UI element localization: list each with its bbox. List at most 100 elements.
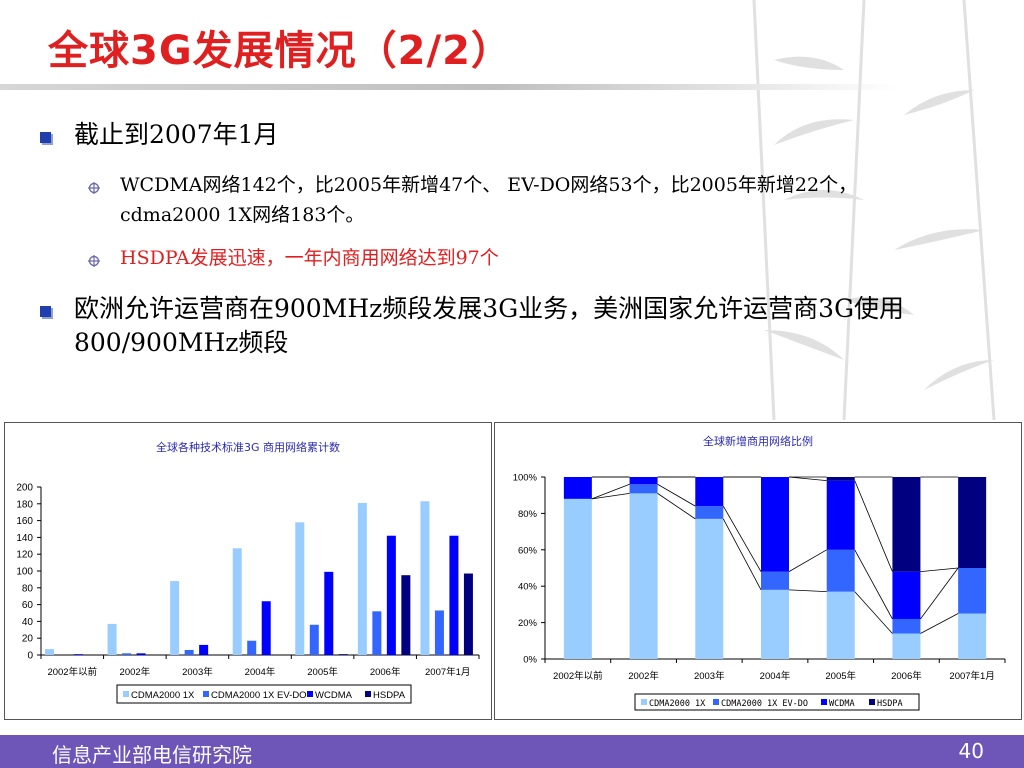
- bar: [420, 501, 430, 655]
- bar: [170, 581, 180, 655]
- stack-segment: [563, 498, 592, 659]
- series-line: [788, 549, 827, 572]
- stack-segment: [892, 477, 921, 572]
- bullet-hsdpa: HSDPA发展迅速，一年内商用网络达到97个: [120, 247, 499, 269]
- legend-swatch: [307, 691, 313, 697]
- series-line: [657, 493, 696, 520]
- legend-label: WCDMA: [829, 699, 855, 709]
- legend-label: CDMA2000 1X: [649, 699, 706, 709]
- y-tick-label: 180: [16, 499, 33, 510]
- x-tick-label: 2004年: [760, 670, 791, 682]
- x-tick-label: 2007年1月: [425, 666, 470, 678]
- legend-label: CDMA2000 1X: [131, 690, 195, 701]
- bar: [107, 623, 117, 655]
- stack-segment: [826, 591, 855, 659]
- stack-segment: [958, 568, 987, 614]
- y-tick-label: 100%: [513, 473, 538, 484]
- bamboo-decoration: [752, 0, 996, 420]
- legend-label: WCDMA: [315, 690, 353, 701]
- legend-label: CDMA2000 1X EV-DO: [721, 699, 808, 709]
- chart-cumulative-networks: 全球各种技术标准3G 商用网络累计数 0 20 40 60 80 100 120 140 160 1…: [4, 422, 492, 720]
- stack-segment: [695, 506, 724, 519]
- legend-swatch: [641, 699, 647, 705]
- y-tick-label: 60%: [518, 545, 538, 556]
- bar: [184, 649, 194, 655]
- y-tick-label: 80: [22, 583, 34, 594]
- stack-segment: [826, 480, 855, 550]
- x-tick-label: 2002年: [120, 666, 151, 678]
- legend-box: [634, 693, 920, 711]
- x-tick-label: 2006年: [370, 666, 401, 678]
- title-underline: [0, 84, 900, 90]
- legend-label: HSDPA: [877, 699, 903, 709]
- bullet-spectrum: 欧洲允许运营商在900MHz频段发展3G业务，美洲国家允许运营商3G使用800/…: [74, 294, 905, 357]
- stack-segment: [629, 493, 658, 659]
- chart-share-svg: 全球新增商用网络比例 0% 20% 40% 60% 80% 100% 2002年以前 2002年…: [513, 434, 1006, 711]
- series-line: [591, 483, 630, 500]
- stack-segment: [826, 477, 855, 481]
- stack-segment: [563, 477, 592, 499]
- stack-segment: [958, 477, 987, 568]
- x-tick-label: 2002年以前: [553, 670, 603, 682]
- y-tick-label: 40: [22, 617, 34, 628]
- stack-segment: [629, 477, 658, 485]
- x-tick-label: 2005年: [307, 666, 338, 678]
- y-tick-label: 140: [16, 533, 33, 544]
- y-tick-label: 0: [27, 651, 33, 662]
- slide-title: 全球3G发展情况（2/2）: [48, 28, 512, 74]
- y-tick-label: 40%: [518, 582, 538, 593]
- bar: [309, 624, 319, 655]
- bar: [434, 610, 444, 655]
- series-line: [920, 567, 959, 573]
- bar: [232, 548, 242, 655]
- stack-segment: [892, 633, 921, 659]
- legend-swatch: [713, 699, 719, 705]
- y-tick-label: 0%: [523, 655, 537, 666]
- y-tick-label: 160: [16, 516, 33, 527]
- legend-box: [116, 684, 412, 704]
- stack-segment: [695, 477, 724, 507]
- x-tick-label: 2002年以前: [47, 666, 97, 678]
- bar: [122, 653, 132, 655]
- footer-organization: 信息产业部电信研究院: [52, 743, 252, 767]
- stack-segment: [826, 549, 855, 592]
- page-number: 40: [958, 739, 984, 763]
- series-line: [920, 613, 959, 634]
- series-line: [722, 518, 762, 591]
- bar: [401, 575, 411, 655]
- y-tick-label: 20%: [518, 618, 538, 629]
- legend-swatch: [869, 699, 875, 705]
- stack-segment: [958, 613, 987, 659]
- series-line: [854, 480, 893, 572]
- x-tick-label: 2003年: [182, 666, 213, 678]
- bar: [295, 522, 305, 655]
- series-line: [657, 483, 696, 507]
- bar: [463, 573, 473, 655]
- series-line: [722, 505, 762, 572]
- chart-cumulative-svg: 全球各种技术标准3G 商用网络累计数 0 20 40 60 80 100 120 140 160 1…: [16, 440, 480, 704]
- bullet-date: 截止到2007年1月: [74, 120, 279, 149]
- bar: [199, 644, 209, 655]
- bullet-network-counts: WCDMA网络142个，比2005年新增47个、 EV-DO网络53个，比200…: [120, 174, 858, 226]
- y-tick-label: 100: [16, 567, 33, 578]
- legend-label: HSDPA: [373, 690, 406, 701]
- stack-segment: [761, 589, 789, 659]
- chart-new-network-share: 全球新增商用网络比例 0% 20% 40% 60% 80% 100% 2002年以前 2002年…: [494, 422, 1022, 720]
- y-tick-label: 120: [16, 550, 33, 561]
- x-tick-label: 2004年: [245, 666, 276, 678]
- bar: [386, 535, 396, 655]
- legend-swatch: [203, 691, 209, 697]
- chart-title: 全球新增商用网络比例: [703, 434, 813, 448]
- x-tick-label: 2002年: [628, 670, 659, 682]
- y-tick-label: 80%: [518, 509, 538, 520]
- stack-segment: [695, 518, 724, 659]
- x-tick-label: 2005年: [825, 670, 856, 682]
- crosshair-bullet-icon: [88, 182, 100, 194]
- stack-segment: [629, 484, 658, 494]
- legend-swatch: [123, 691, 129, 697]
- bar: [338, 654, 348, 655]
- y-tick-label: 20: [22, 634, 34, 645]
- y-tick-label: 200: [16, 483, 33, 494]
- stack-segment: [892, 571, 921, 619]
- series-line: [854, 591, 893, 634]
